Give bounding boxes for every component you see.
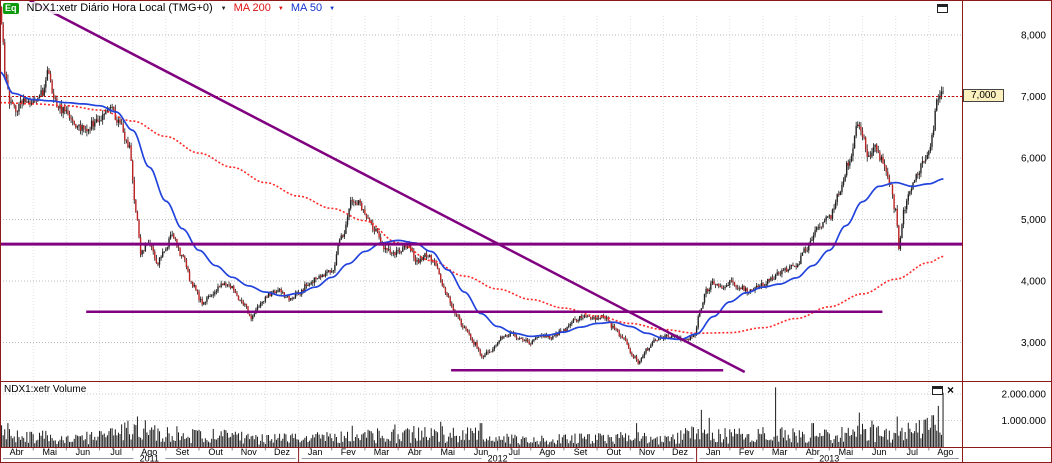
- month-label: Jun: [474, 447, 489, 457]
- month-label: Mai: [441, 447, 456, 457]
- month-label: Out: [606, 447, 621, 457]
- month-label: Dez: [274, 447, 291, 457]
- month-label: Jul: [906, 447, 918, 457]
- alert-price-tag[interactable]: 7,000: [963, 89, 1004, 102]
- ma200-line[interactable]: [0, 101, 944, 335]
- descending-trendline[interactable]: [29, 0, 746, 374]
- price-tick-label: 6,000: [1021, 154, 1046, 165]
- ma50-legend-label[interactable]: MA 50: [290, 2, 323, 14]
- month-label: Fev: [739, 447, 755, 457]
- month-label: Abr: [408, 447, 422, 457]
- month-label: Abr: [10, 447, 24, 457]
- month-label: Mar: [374, 447, 390, 457]
- instrument-title[interactable]: NDX1:xetr Diário Hora Local (TMG+0): [25, 2, 214, 14]
- month-label: Abr: [806, 447, 820, 457]
- month-label: Ago: [539, 447, 555, 457]
- year-label: 2012: [488, 454, 508, 463]
- price-tick-label: 5,000: [1021, 215, 1046, 226]
- month-label: Jul: [508, 447, 520, 457]
- price-pane: [0, 6, 944, 365]
- maximize-volume-panel-icon[interactable]: [932, 386, 943, 395]
- ma50-line[interactable]: [0, 71, 944, 341]
- volume-tick-label: 2.000.000: [1002, 390, 1047, 401]
- price-axis: 8,000 7,000 6,000 5,000 4,000 3,000 2.000.000 1…: [1002, 31, 1047, 428]
- month-label: Jun: [76, 447, 91, 457]
- month-label: Jan: [308, 447, 323, 457]
- equity-type-badge: Eq: [3, 2, 19, 14]
- chevron-down-icon[interactable]: ▼: [329, 6, 336, 12]
- month-label: Set: [574, 447, 588, 457]
- ma200-legend-label[interactable]: MA 200: [233, 2, 271, 14]
- time-axis: Abr Mai Jun Jul Ago Set Out Nov Dez Jan Fev Mar Abr M…: [3, 447, 959, 463]
- month-label: Jan: [706, 447, 721, 457]
- month-label: Ago: [141, 447, 157, 457]
- close-icon[interactable]: ×: [947, 383, 955, 397]
- month-label: Ago: [937, 447, 953, 457]
- year-label: 2013: [819, 454, 839, 463]
- month-label: Mai: [43, 447, 58, 457]
- price-tick-label: 3,000: [1021, 338, 1046, 349]
- month-label: Jun: [872, 447, 887, 457]
- price-tick-label: 7,000: [1021, 92, 1046, 103]
- volume-bars: [1, 387, 944, 447]
- price-tick-label: 4,000: [1021, 277, 1046, 288]
- chevron-down-icon[interactable]: ▼: [220, 6, 227, 12]
- month-label: Set: [176, 447, 190, 457]
- month-label: Out: [208, 447, 223, 457]
- month-label: Nov: [241, 447, 258, 457]
- month-label: Mar: [772, 447, 788, 457]
- chevron-down-icon[interactable]: ▼: [277, 6, 284, 12]
- month-label: Dez: [672, 447, 689, 457]
- year-label: 2011: [140, 454, 159, 463]
- month-label: Nov: [639, 447, 656, 457]
- month-label: Fev: [341, 447, 357, 457]
- chart-legend: Eq NDX1:xetr Diário Hora Local (TMG+0) ▼…: [0, 0, 335, 16]
- volume-tick-label: 1.000.000: [1002, 416, 1047, 427]
- volume-panel-title: NDX1:xetr Volume: [4, 384, 87, 395]
- price-tick-label: 8,000: [1021, 31, 1046, 42]
- month-label: Jul: [110, 447, 122, 457]
- restore-window-icon[interactable]: [937, 4, 948, 13]
- month-label: Mai: [839, 447, 854, 457]
